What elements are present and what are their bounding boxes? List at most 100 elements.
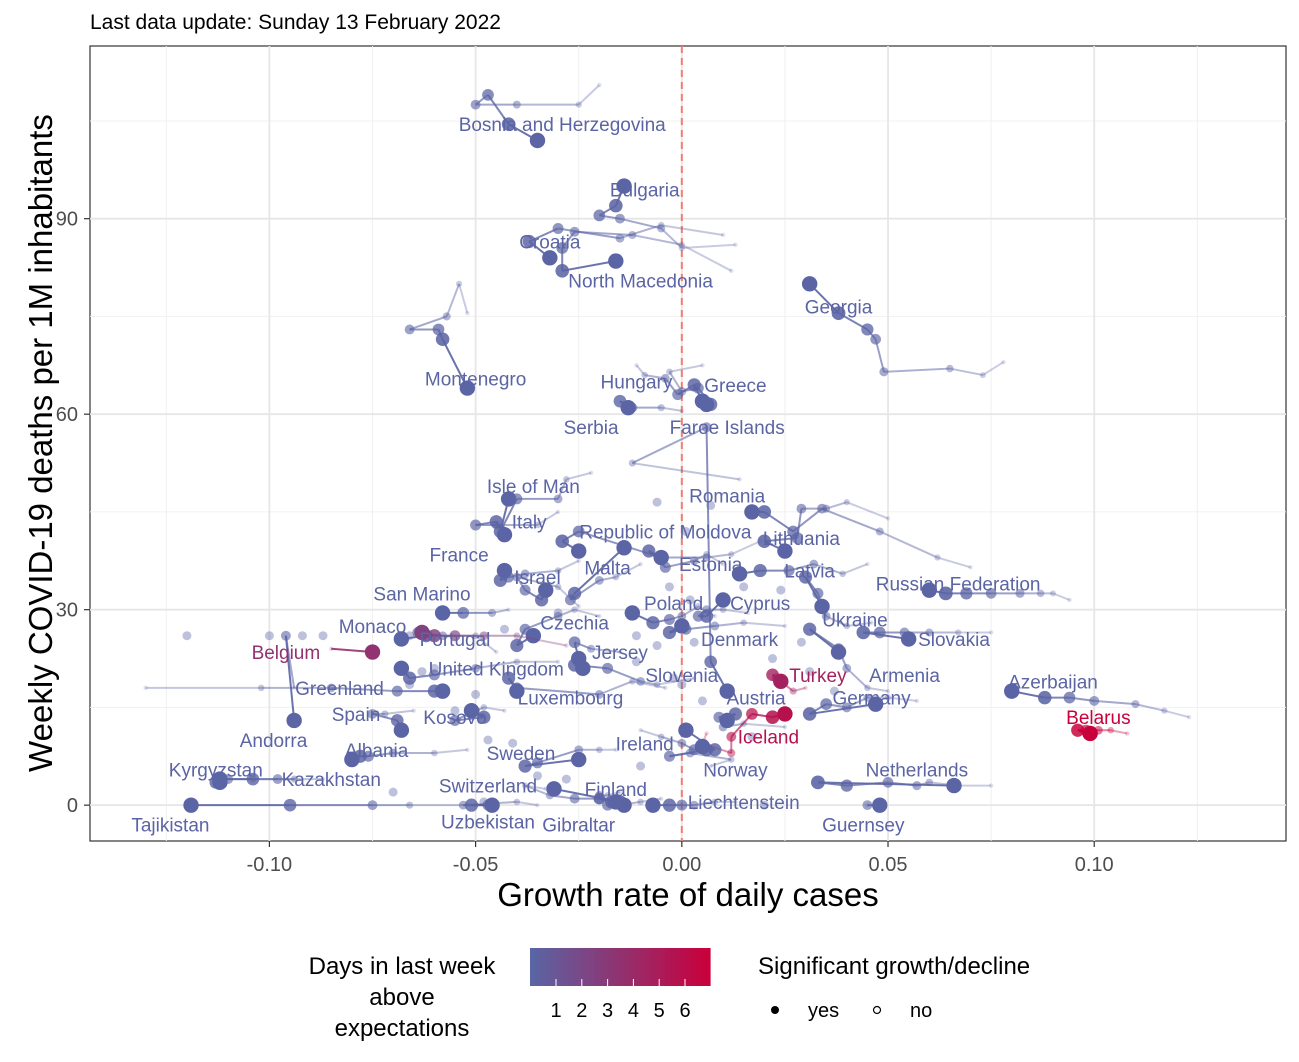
- trail-point: [609, 198, 623, 213]
- trail-point: [320, 776, 326, 782]
- trail-point: [704, 655, 718, 669]
- trail-segment: [524, 569, 559, 575]
- colorbar-step: [665, 948, 671, 986]
- country-label: Slovenia: [645, 666, 718, 687]
- country-label: Germany: [832, 689, 911, 710]
- colorbar-step: [530, 948, 536, 986]
- trail-point: [286, 712, 302, 729]
- trail-estonia: [642, 544, 726, 573]
- trail-belgium: [329, 644, 381, 660]
- trail-point: [704, 731, 709, 736]
- trail-segment: [706, 553, 732, 559]
- trail-bulgaria: [593, 178, 738, 252]
- trail-point: [914, 698, 920, 704]
- trail-point: [564, 643, 569, 648]
- trail-segment: [640, 797, 662, 803]
- extra-point: [669, 673, 679, 683]
- trail-point: [594, 575, 604, 585]
- trail-point: [546, 781, 562, 797]
- legend-shape: Significant growth/decline yes no: [758, 953, 1030, 1022]
- trail-point: [521, 782, 529, 789]
- trail-point: [388, 748, 398, 758]
- trail-point: [809, 559, 819, 569]
- trail-segment: [615, 563, 642, 578]
- extra-point: [388, 787, 398, 797]
- country-label: France: [430, 545, 489, 566]
- trail-germany: [802, 693, 920, 721]
- trail-segment: [635, 364, 646, 376]
- trail-point: [789, 687, 797, 695]
- trail-point: [662, 798, 677, 812]
- trail-segment: [982, 361, 1005, 376]
- trail-point: [646, 616, 660, 630]
- colorbar-label: 5: [654, 1000, 665, 1022]
- country-label: Poland: [644, 594, 703, 615]
- extra-point: [768, 654, 778, 664]
- trail-point: [1049, 590, 1056, 597]
- trail-point: [512, 572, 522, 582]
- trail-segment: [331, 686, 398, 693]
- trail-point: [555, 264, 569, 278]
- trail-segment: [879, 530, 938, 559]
- trail-point: [811, 775, 825, 790]
- trail-ukraine: [798, 570, 874, 630]
- trail-segment: [578, 84, 601, 106]
- legend-yes-marker: [771, 1006, 779, 1014]
- colorbar-step: [660, 948, 666, 986]
- trail-point: [757, 505, 772, 519]
- x-tick-label: -0.10: [247, 854, 293, 876]
- trail-point: [912, 781, 922, 791]
- trail-segment: [516, 634, 567, 647]
- trail-point: [946, 777, 962, 794]
- extra-point: [681, 526, 691, 536]
- colorbar-step: [645, 948, 651, 986]
- trail-turkey: [766, 668, 808, 695]
- colorbar-step: [625, 948, 631, 986]
- trail-point: [676, 799, 688, 811]
- trail-point: [900, 631, 917, 647]
- extra-point: [182, 631, 192, 641]
- legend-no-label: no: [910, 1000, 932, 1022]
- trail-point: [502, 708, 507, 713]
- trail-point: [925, 778, 934, 787]
- colorbar-step: [705, 948, 711, 986]
- trail-point: [563, 476, 570, 483]
- trail-point: [694, 738, 711, 755]
- trail-point: [728, 551, 735, 558]
- trail-point: [602, 662, 614, 674]
- trail-point: [791, 532, 804, 544]
- country-label: Portugal: [420, 630, 491, 651]
- country-label: Uzbekistan: [441, 812, 535, 833]
- extra-point: [776, 585, 786, 595]
- country-label: San Marino: [373, 584, 470, 605]
- trail-segment: [566, 471, 592, 481]
- trail-point: [393, 722, 410, 738]
- trail-segment: [813, 563, 843, 575]
- trail-point: [555, 534, 569, 549]
- trail-point: [525, 628, 542, 644]
- extra-point: [677, 680, 687, 690]
- trail-point: [1125, 731, 1130, 736]
- trail-point: [719, 683, 735, 699]
- trail-point: [678, 241, 685, 248]
- colorbar-step: [650, 948, 656, 986]
- trail-point: [641, 371, 648, 379]
- trail-point: [677, 738, 687, 748]
- country-label: Israel: [514, 568, 560, 589]
- trail-point: [938, 586, 953, 601]
- trail-segment: [714, 621, 744, 627]
- trail-point: [985, 588, 997, 599]
- trail-segment: [607, 667, 641, 683]
- extra-point: [759, 800, 769, 810]
- trail-segment: [632, 233, 683, 246]
- trail-point: [988, 783, 994, 788]
- colorbar-step: [635, 948, 641, 986]
- trail-point: [555, 659, 561, 664]
- trail-point: [831, 306, 846, 321]
- country-label: Montenegro: [425, 369, 526, 390]
- colorbar-label: 3: [602, 1000, 613, 1022]
- trail-point: [576, 558, 581, 563]
- trail-point: [529, 132, 546, 149]
- trail-point: [798, 570, 813, 584]
- trail-point: [613, 747, 619, 752]
